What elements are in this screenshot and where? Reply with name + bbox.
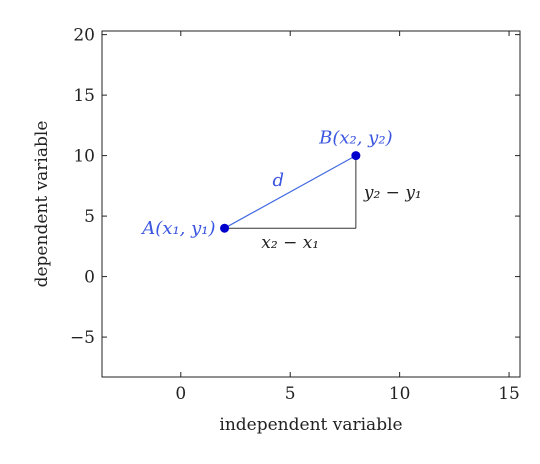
y-tick-label: −5 bbox=[70, 328, 95, 348]
point-a-label: A(x₁, y₁) bbox=[140, 218, 215, 239]
x-tick-label: 0 bbox=[175, 384, 186, 404]
x-tick-label: 10 bbox=[389, 384, 411, 404]
y-tick-labels: −5 0 5 10 15 20 bbox=[70, 26, 95, 348]
y-tick-label: 20 bbox=[73, 26, 95, 46]
y-tick-label: 15 bbox=[73, 86, 95, 106]
delta-y-label: y₂ − y₁ bbox=[363, 183, 422, 203]
point-a bbox=[220, 223, 230, 233]
x-axis-label: independent variable bbox=[219, 415, 402, 435]
y-tick-label: 10 bbox=[73, 147, 95, 167]
y-tick-label: 5 bbox=[84, 207, 95, 227]
plot-frame bbox=[101, 30, 521, 378]
point-b-label: B(x₂, y₂) bbox=[318, 128, 392, 149]
ticks-group bbox=[102, 31, 520, 377]
x-tick-label: 15 bbox=[498, 384, 520, 404]
y-tick-label: 0 bbox=[84, 268, 95, 288]
hypotenuse-line bbox=[224, 155, 357, 229]
x-tick-label: 5 bbox=[285, 384, 296, 404]
x-tick-labels: 0 5 10 15 bbox=[175, 384, 520, 404]
point-b bbox=[351, 151, 361, 161]
distance-label: d bbox=[272, 170, 284, 191]
y-axis-label: dependent variable bbox=[32, 121, 52, 288]
delta-x-label: x₂ − x₁ bbox=[261, 233, 319, 253]
